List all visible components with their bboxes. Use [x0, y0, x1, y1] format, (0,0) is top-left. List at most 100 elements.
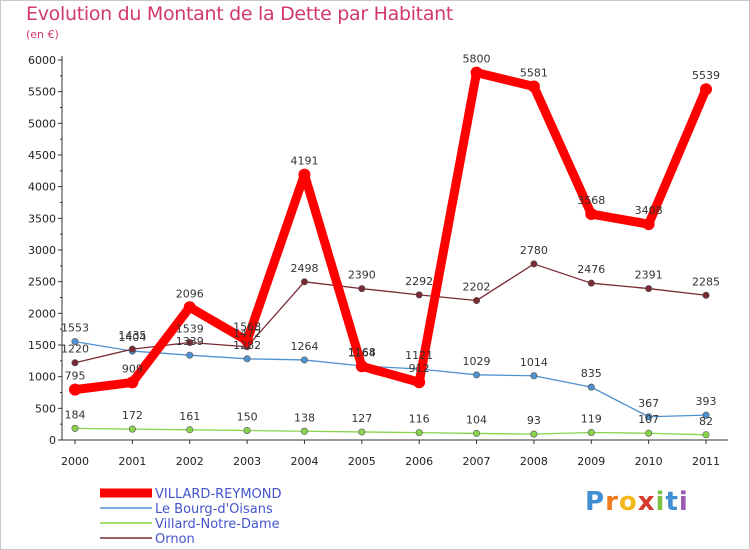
- logo-letter: r: [605, 487, 619, 517]
- series-line-1: [74, 340, 707, 418]
- data-point: [71, 424, 79, 432]
- data-label: 2096: [176, 287, 204, 300]
- data-point: [413, 376, 426, 389]
- data-label: 2390: [348, 269, 376, 282]
- data-point: [702, 291, 710, 299]
- data-point: [530, 430, 538, 438]
- x-tick-label: 2001: [118, 455, 146, 468]
- data-point: [415, 291, 423, 299]
- data-point: [473, 429, 481, 437]
- data-point: [645, 429, 653, 437]
- data-label: 82: [699, 415, 713, 428]
- x-tick-label: 2008: [520, 455, 548, 468]
- x-tick-label: 2000: [61, 455, 89, 468]
- series-line-0: [70, 68, 711, 395]
- data-label: 1339: [176, 335, 204, 348]
- data-point: [126, 376, 139, 389]
- data-label: 150: [237, 411, 258, 424]
- data-label: 127: [351, 412, 372, 425]
- y-tick-label: 3000: [28, 244, 56, 257]
- data-point: [71, 338, 79, 346]
- data-label: 912: [409, 362, 430, 375]
- data-label: 2498: [290, 262, 318, 275]
- logo-letter: i: [655, 487, 666, 517]
- chart-title: Evolution du Montant de la Dette par Hab…: [26, 3, 454, 25]
- logo-letter: x: [637, 487, 656, 517]
- data-labels: 795 909 2096 1568 4191 1164 912 5800 5581 3568 340…: [61, 53, 720, 428]
- data-label: 393: [696, 395, 717, 408]
- data-label: 3568: [577, 194, 605, 207]
- data-point: [702, 431, 710, 439]
- x-tick-label: 2006: [405, 455, 433, 468]
- data-label: 93: [527, 414, 541, 427]
- y-tick-label: 5500: [28, 86, 56, 99]
- logo-letter: t: [665, 487, 679, 517]
- data-label: 1168: [348, 346, 376, 359]
- x-tick-label: 2007: [463, 455, 491, 468]
- data-label: 1539: [176, 323, 204, 336]
- legend-label: VILLARD-REYMOND: [155, 487, 282, 502]
- data-point: [241, 334, 254, 347]
- data-point: [587, 383, 595, 391]
- data-label: 2391: [635, 269, 663, 282]
- data-label: 119: [581, 412, 602, 425]
- legend-label: Le Bourg-d'Oisans: [155, 502, 273, 517]
- y-tick-label: 4500: [28, 149, 56, 162]
- data-point: [186, 339, 194, 347]
- logo-letter: P: [585, 487, 606, 517]
- data-label: 1029: [463, 355, 491, 368]
- y-tick-label: 0: [49, 434, 56, 447]
- data-point: [700, 83, 712, 96]
- data-point: [358, 428, 366, 436]
- data-point: [355, 360, 368, 373]
- data-point: [585, 208, 598, 221]
- data-label: 1164: [348, 346, 376, 359]
- series-layer: [69, 66, 712, 439]
- data-point: [243, 355, 251, 363]
- x-tick-label: 2003: [233, 455, 261, 468]
- legend-label: Villard-Notre-Dame: [155, 517, 280, 532]
- data-label: 1220: [61, 343, 89, 356]
- data-label: 1435: [118, 329, 146, 342]
- data-point: [530, 372, 538, 380]
- x-tick-label: 2009: [577, 455, 605, 468]
- data-label: 2476: [577, 263, 605, 276]
- data-point: [415, 429, 423, 437]
- data-label: 104: [466, 413, 487, 426]
- y-tick-label: 500: [35, 402, 56, 415]
- data-point: [530, 260, 538, 268]
- data-label: 1014: [520, 356, 548, 369]
- y-tick-label: 3500: [28, 212, 56, 225]
- data-point: [470, 66, 483, 79]
- data-label: 5800: [463, 53, 491, 66]
- data-point: [645, 413, 653, 421]
- y-tick-label: 2500: [28, 276, 56, 289]
- legend-label: Ornon: [155, 532, 195, 547]
- data-label: 172: [122, 409, 143, 422]
- x-tick-label: 2011: [692, 455, 720, 468]
- x-tick-label: 2002: [176, 455, 204, 468]
- data-label: 1282: [233, 339, 261, 352]
- data-point: [645, 285, 653, 293]
- chart-subtitle: (en €): [26, 28, 59, 41]
- series-line-3: [74, 263, 707, 364]
- data-point: [183, 301, 196, 314]
- data-point: [587, 279, 595, 287]
- y-tick-label: 1500: [28, 339, 56, 352]
- data-label: 3408: [635, 204, 663, 217]
- x-tick-label: 2005: [348, 455, 376, 468]
- data-label: 138: [294, 411, 315, 424]
- data-point: [69, 383, 81, 396]
- data-label: 4191: [290, 155, 318, 168]
- y-tick-label: 5000: [28, 117, 56, 130]
- data-label: 1553: [61, 322, 89, 335]
- y-tick-label: 1000: [28, 371, 56, 384]
- y-tick-label: 6000: [28, 54, 56, 67]
- data-label: 1264: [290, 340, 318, 353]
- data-label: 367: [638, 397, 659, 410]
- data-point: [473, 371, 481, 379]
- data-point: [298, 168, 311, 181]
- data-point: [71, 359, 79, 367]
